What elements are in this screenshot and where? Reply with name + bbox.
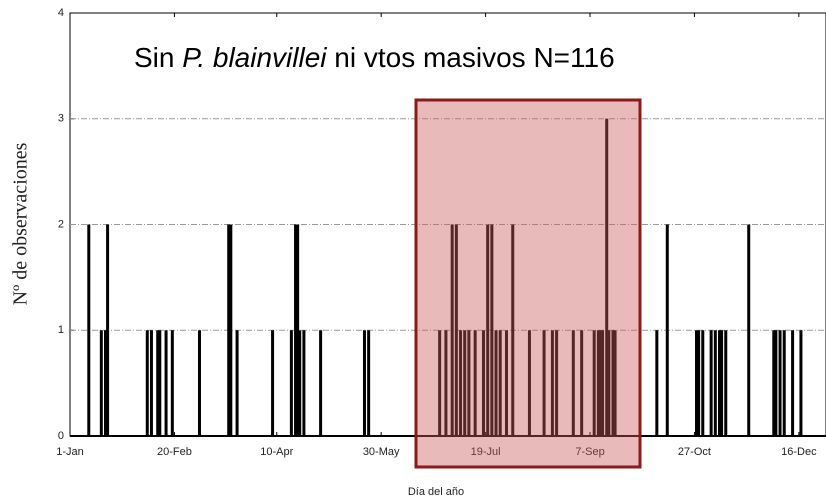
bar [197, 330, 201, 436]
bar [158, 330, 162, 436]
bar [774, 330, 778, 436]
x-tick-label: 7-Sep [575, 446, 604, 458]
bar [454, 224, 458, 436]
y-tick-label: 1 [58, 324, 64, 336]
x-tick-label: 30-May [363, 446, 400, 458]
bar [717, 330, 721, 436]
bar [170, 330, 174, 436]
bar [235, 330, 239, 436]
bar [791, 330, 795, 436]
bar [772, 330, 776, 436]
bar [482, 330, 486, 436]
bar [527, 330, 531, 436]
x-tick-label: 1-Jan [56, 446, 84, 458]
y-tick-label: 0 [58, 430, 64, 442]
y-axis-label: Nº de observaciones [10, 142, 32, 305]
bar [571, 330, 575, 436]
highlight-box [414, 98, 642, 469]
bar [302, 330, 306, 436]
bar [294, 224, 298, 436]
bar [580, 330, 584, 436]
x-tick-label: 20-Feb [157, 446, 192, 458]
y-tick-label: 3 [58, 113, 64, 125]
bar [486, 224, 490, 436]
bar [104, 330, 108, 436]
bar [362, 330, 366, 436]
bar [695, 330, 699, 436]
bar [106, 224, 110, 436]
bar [463, 330, 467, 436]
bar [367, 330, 371, 436]
bar [156, 330, 160, 436]
bar [271, 330, 275, 436]
bar [598, 330, 602, 436]
title-part: Sin [134, 42, 174, 73]
bar [164, 330, 168, 436]
bar [601, 330, 605, 436]
x-tick-label: 19-Jul [471, 446, 501, 458]
bar [494, 330, 498, 436]
bar [473, 330, 477, 436]
bar [450, 224, 454, 436]
bar [611, 330, 615, 436]
bar [498, 330, 502, 436]
y-tick-label: 2 [58, 218, 64, 230]
bar [720, 330, 724, 436]
bar [227, 224, 231, 436]
x-tick-label: 16-Dec [781, 446, 817, 458]
bar [555, 330, 559, 436]
y-tick-label: 4 [58, 7, 64, 19]
title-part: ni vtos masivos N=116 [334, 42, 614, 73]
bar [296, 224, 300, 436]
bar [229, 224, 233, 436]
bar [782, 330, 786, 436]
bar [701, 330, 705, 436]
bar [438, 330, 442, 436]
bar [799, 330, 803, 436]
bar [319, 330, 323, 436]
bar [665, 224, 669, 436]
bar [298, 330, 302, 436]
bar [504, 330, 508, 436]
bar [490, 224, 494, 436]
bar [87, 224, 91, 436]
bar [747, 224, 751, 436]
bar [724, 330, 728, 436]
bar [592, 330, 596, 436]
bar [613, 330, 617, 436]
bar [99, 330, 103, 436]
chart-title: Sin P. blainvillei ni vtos masivos N=116 [134, 42, 615, 73]
bar [655, 330, 659, 436]
bar [607, 330, 611, 436]
bar [145, 330, 149, 436]
x-axis-label: Día del año [408, 486, 464, 498]
bar [467, 330, 471, 436]
title-part: P. blainvillei [182, 42, 327, 73]
bar [550, 330, 554, 436]
bar [444, 330, 448, 436]
bar [605, 118, 609, 436]
bar [542, 330, 546, 436]
bar [511, 224, 515, 436]
bar [697, 330, 701, 436]
bar [149, 330, 153, 436]
bar [778, 330, 782, 436]
x-tick-label: 10-Apr [260, 446, 293, 458]
bar [709, 330, 713, 436]
bar [596, 330, 600, 436]
x-tick-label: 27-Oct [678, 446, 711, 458]
bar [459, 330, 463, 436]
bar [289, 330, 293, 436]
bar [713, 330, 717, 436]
